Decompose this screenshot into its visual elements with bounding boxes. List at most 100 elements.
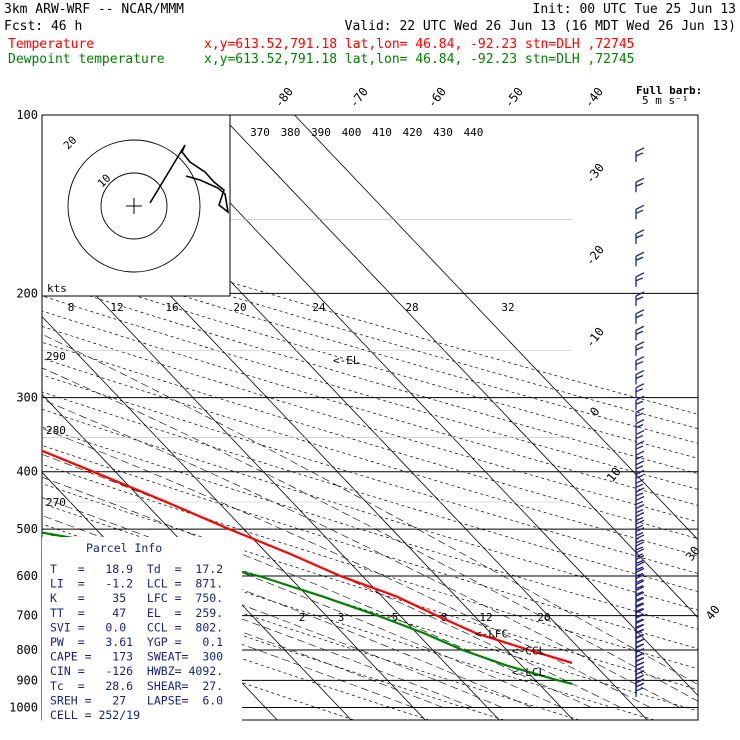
wind-barb-feather <box>635 590 644 596</box>
wind-barb-feather <box>635 554 645 561</box>
wind-barb-feather <box>635 429 645 436</box>
dewpoint-point <box>599 691 601 693</box>
wind-barb-feather <box>635 585 644 590</box>
wind-barb-feather <box>635 652 645 658</box>
wind-barb-feather <box>635 661 645 667</box>
hodograph-trace <box>149 144 230 214</box>
wind-barb-feather <box>635 648 645 654</box>
level-annotation: <-LCL <box>512 666 545 679</box>
parcel-info-row: CELL = 252/19 <box>50 708 140 722</box>
wind-barb-feather <box>635 566 644 571</box>
mixing-ratio-label: 3 <box>338 611 345 624</box>
hodograph-box <box>41 114 231 297</box>
wind-barb-feather <box>635 234 644 239</box>
valid-time: Valid: 22 UTC Wed 26 Jun 13 (16 MDT Wed … <box>345 19 736 34</box>
dry-adiabat <box>42 341 698 540</box>
theta-e-label: 420 <box>403 126 423 139</box>
wind-barb-feather <box>635 682 645 688</box>
pressure-tick-label: 100 <box>16 108 38 122</box>
theta-e-label: 410 <box>372 126 392 139</box>
wind-barb-feather <box>635 628 645 635</box>
temperature-point <box>396 595 398 598</box>
isotherm-label: -70 <box>347 85 371 111</box>
theta-e-label: 390 <box>311 126 331 139</box>
dry-adiabat <box>42 310 698 506</box>
temperature-point <box>528 649 530 651</box>
wind-barb-feather <box>635 618 645 625</box>
isotherm-label: -30 <box>583 161 607 187</box>
speed-scale-label: 12 <box>110 301 123 314</box>
wind-barb-feather <box>635 608 645 614</box>
pressure-tick-label: 300 <box>16 391 38 405</box>
speed-scale-label: 28 <box>405 301 418 314</box>
speed-scale-label: 32 <box>501 301 514 314</box>
wind-barb-feather <box>635 487 645 493</box>
wind-barb-feather <box>635 407 645 413</box>
wind-barb-feather <box>635 578 644 584</box>
wind-barb-feather <box>635 509 644 514</box>
wind-barb-feather <box>635 450 645 456</box>
level-annotation: <-LFC <box>475 627 508 640</box>
wind-barb-feather <box>635 383 645 389</box>
wind-barb-feather <box>635 455 644 460</box>
theta-label: 280 <box>46 424 66 437</box>
dry-adiabat <box>42 408 698 611</box>
isotherm-line <box>146 115 698 697</box>
wind-barb-feather <box>635 341 645 347</box>
isotherm-line <box>220 115 698 619</box>
dry-adiabat <box>42 374 698 574</box>
dewpoint-legend: Dewpoint temperature <box>8 52 165 67</box>
temperature-point <box>339 575 342 577</box>
wind-barb-feather <box>635 638 645 644</box>
parcel-info-row: CIN = -126 HWBZ= 4092. <box>50 664 223 678</box>
parcel-info-row: PW = 3.61 YGP = 0.1 <box>50 635 223 649</box>
isotherm-line <box>42 315 426 720</box>
wind-barb-feather <box>635 182 644 187</box>
wind-barb-feather <box>635 613 645 619</box>
forecast-hour: Fcst: 46 h <box>4 19 82 34</box>
wind-barb-feather <box>635 532 644 537</box>
mixing-ratio-label: 5 <box>392 611 399 624</box>
wind-barb-feather <box>635 346 644 351</box>
dry-adiabat <box>42 280 698 475</box>
wind-barb-feather <box>635 567 645 573</box>
theta-e-label: 400 <box>342 126 362 139</box>
wind-barb-feather <box>635 674 645 680</box>
wind-barb-feather <box>635 412 644 417</box>
wind-legend-units: 5 m s⁻¹ <box>642 94 688 107</box>
model-title: 3km ARW-WRF -- NCAR/MMM <box>4 2 184 17</box>
temperature-point <box>8 437 10 439</box>
wind-barb-feather <box>635 434 644 440</box>
dry-adiabat <box>42 445 698 650</box>
wind-barb-feather <box>635 539 644 544</box>
theta-e-label: 380 <box>281 126 301 139</box>
dewpoint-point <box>423 632 426 635</box>
wind-barb-feather <box>635 687 644 692</box>
dry-adiabat <box>42 483 698 690</box>
wind-barb-feather <box>635 534 645 540</box>
wind-barb-feather <box>635 388 644 393</box>
wind-barb-feather <box>635 492 644 497</box>
wind-barb-feather <box>635 474 644 479</box>
axis-labels: 100 200 300 400 500 600 700 800 900 1000 -80 -70 -60… <box>9 85 723 721</box>
wind-barb-feather <box>635 670 645 676</box>
dewpoint-point <box>461 649 464 651</box>
wind-barb-feather <box>635 325 645 331</box>
wind-barb-feather <box>635 618 644 623</box>
wind-barb-feather <box>635 643 645 649</box>
pressure-tick-label: 400 <box>16 465 38 479</box>
wind-barb-feather <box>635 272 645 278</box>
isotherm-line <box>42 238 500 720</box>
wind-barb-feather <box>635 147 645 153</box>
plot-frame <box>41 114 699 721</box>
speed-scale-label: 24 <box>312 301 326 314</box>
wind-barb-feather <box>635 209 644 214</box>
wind-barb-feather <box>635 419 645 425</box>
wind-barb-feather <box>635 527 645 533</box>
level-annotation: <-CCL <box>512 645 545 658</box>
wind-barb-feather <box>635 256 644 261</box>
wind-barb-feather <box>635 524 644 529</box>
wind-barb-feather <box>635 516 644 522</box>
temperature-legend: Temperature <box>8 37 94 52</box>
isotherm-label: 30 <box>683 544 703 564</box>
